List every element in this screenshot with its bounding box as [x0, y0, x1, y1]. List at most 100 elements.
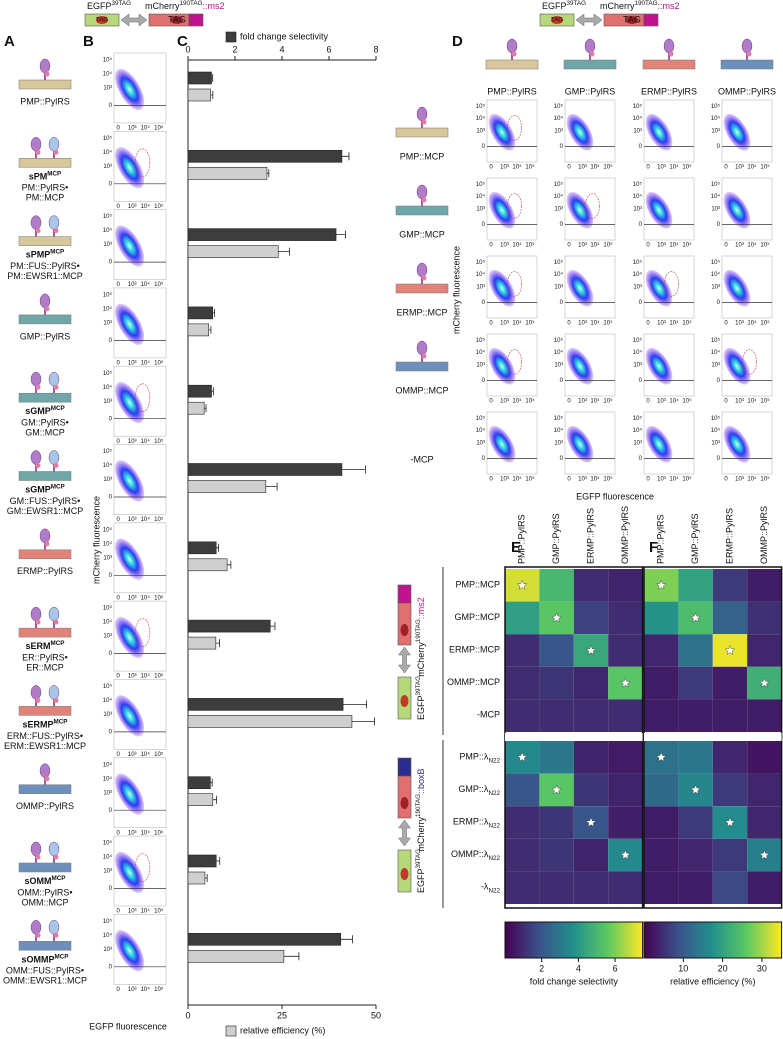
error-bar — [341, 465, 366, 474]
flow-y-tick-label: 10⁵ — [711, 337, 721, 344]
flow-x-tick-label: 0 — [116, 674, 120, 680]
flow-y-tick-label: 10⁵ — [633, 259, 643, 266]
membrane-icon — [18, 528, 72, 560]
flow-x-tick-label: 10⁵ — [525, 398, 535, 405]
flow-population — [645, 269, 673, 307]
flow-y-tick-label: 10⁵ — [476, 259, 486, 266]
flow-x-tick-label: 10⁴ — [141, 281, 151, 288]
row-label: PMP::PylRS — [20, 96, 70, 106]
x-tick-label: 0 — [185, 44, 190, 54]
group-gap — [644, 733, 782, 741]
membrane-icon — [485, 38, 539, 70]
heatmap-cell — [747, 569, 782, 602]
flow-y-tick-label: 10³ — [476, 363, 485, 369]
flow-y-tick-label: 10⁵ — [103, 448, 113, 455]
match-star — [690, 784, 701, 795]
flow-population — [114, 851, 145, 894]
construct-label-part: 190TAG — [635, 0, 658, 7]
membrane — [18, 314, 72, 325]
bar — [187, 384, 212, 398]
heatmap-cell — [608, 634, 643, 667]
flow-y-tick-label: 10⁴ — [633, 427, 643, 434]
protein — [30, 685, 42, 700]
heatmap-cell — [573, 666, 609, 700]
flow-x-tick-label: 0 — [116, 595, 120, 601]
membrane — [18, 158, 72, 168]
heatmap-cell — [505, 699, 540, 732]
heatmap-cell — [573, 569, 609, 602]
flow-x-tick-label: 10³ — [500, 477, 509, 483]
column-label: PMP::PylRS — [517, 514, 527, 564]
flow-population — [488, 425, 516, 463]
legend-swatch — [225, 1025, 237, 1037]
flow-x-tick-label: 10⁵ — [154, 829, 164, 836]
flow-y-tick-label: 10³ — [476, 285, 485, 291]
row-label-part: GMP::λ — [458, 784, 489, 794]
flow-x-tick-label: 10⁴ — [512, 476, 522, 483]
row-label-part: N22 — [488, 757, 500, 764]
flow-y-tick-label: 0 — [639, 222, 643, 228]
flow-population — [645, 191, 673, 229]
flow-population — [566, 425, 594, 463]
protein-domain — [35, 619, 41, 625]
gate — [135, 383, 151, 413]
gate — [742, 349, 757, 375]
membrane-icon — [720, 38, 774, 70]
flow-y-tick-label: 10⁴ — [633, 193, 643, 200]
flow-y-tick-label: 10⁴ — [103, 71, 113, 78]
membrane — [18, 862, 72, 873]
heatmap-cell — [608, 741, 643, 774]
protein — [416, 106, 428, 122]
construct-label-part: EGFP — [416, 868, 426, 893]
flow-x-tick-label: 0 — [567, 477, 571, 483]
flow-x-tick-label: 10⁵ — [760, 320, 770, 327]
construct-label-part: ::ms2 — [658, 1, 680, 11]
flow-population — [114, 225, 145, 267]
flow-y-tick-label: 0 — [482, 378, 486, 384]
flow-x-tick-label: 0 — [116, 830, 120, 836]
row-label-part: MCP — [47, 170, 61, 177]
flow-x-tick-label: 0 — [116, 517, 120, 523]
flow-y-tick-label: 10⁴ — [103, 540, 113, 547]
panel-letter: F — [649, 539, 658, 556]
gate — [507, 349, 522, 375]
membrane — [395, 205, 449, 216]
flow-y-tick-label: 10³ — [711, 363, 720, 369]
heatmap-cell — [608, 699, 643, 732]
flow-y-tick-label: 0 — [717, 378, 721, 384]
row-label-part: MCP — [52, 875, 66, 882]
x2-tick-label: 0 — [185, 1010, 190, 1020]
construct-label: EGFP39TAG — [542, 0, 586, 11]
heatmap-cell — [505, 666, 540, 700]
heatmap-cell — [712, 601, 748, 635]
bar — [187, 854, 217, 868]
panel-letter: E — [511, 539, 521, 556]
flow-y-tick-label: 10³ — [103, 320, 112, 326]
protein-domain — [53, 932, 59, 938]
flow-y-tick-label: 10⁴ — [476, 271, 486, 278]
row-label-part: sPMP — [26, 250, 51, 260]
flow-x-tick-label: 10⁵ — [760, 476, 770, 483]
membrane — [395, 283, 449, 294]
flow-y-tick-label: 0 — [109, 886, 113, 892]
bar — [187, 619, 271, 633]
flow-y-tick-label: 10⁵ — [633, 415, 643, 422]
row-sublabel: ERM::FUS::PylRS• — [7, 731, 83, 741]
construct-label-part: 39TAG — [415, 676, 422, 696]
construct-label: mCherry190TAG::boxB — [415, 768, 426, 851]
row-label-part: N22 — [488, 790, 500, 797]
protein — [741, 38, 753, 54]
flow-x-tick-label: 10⁵ — [603, 398, 613, 405]
flow-x-tick-label: 10⁴ — [141, 516, 151, 523]
flow-y-tick-label: 10³ — [103, 477, 112, 483]
flow-x-tick-label: 10³ — [128, 909, 137, 915]
row-label-part: PMP::λ — [459, 752, 489, 762]
flow-population — [488, 191, 516, 229]
flow-x-tick-label: 0 — [116, 909, 120, 915]
flow-population — [114, 147, 145, 189]
row-label-part: GMP::MCP — [454, 612, 500, 622]
flow-population — [114, 773, 145, 815]
bar — [187, 401, 205, 415]
row-label-part: MCP — [51, 640, 65, 647]
flow-y-tick-label: 10³ — [103, 242, 112, 248]
